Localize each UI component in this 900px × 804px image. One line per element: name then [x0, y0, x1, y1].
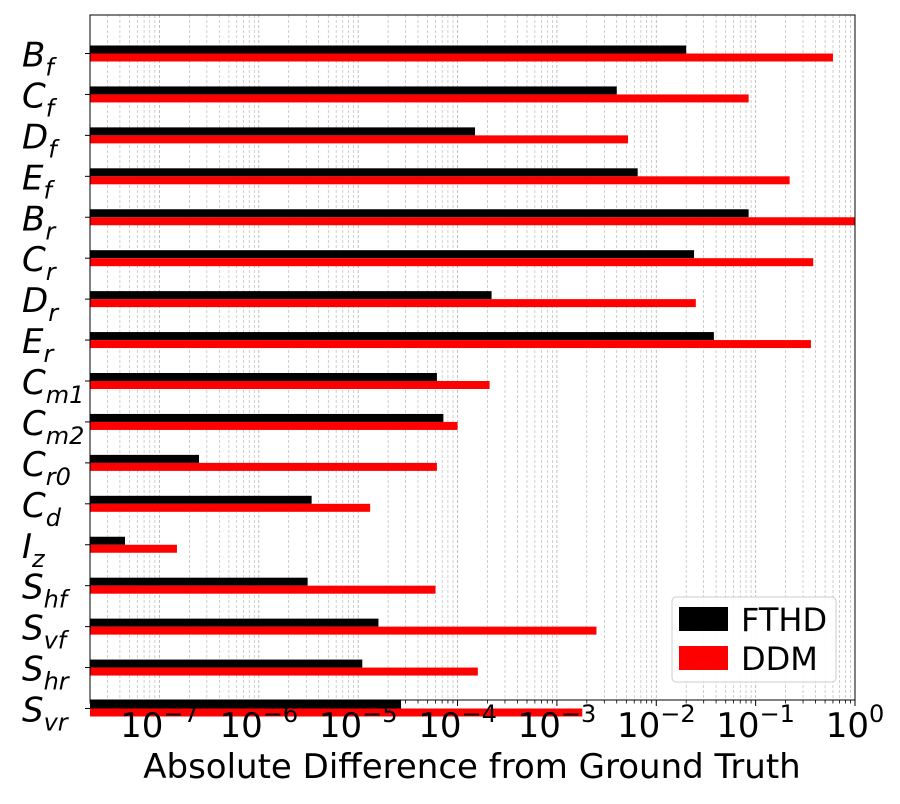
- bar-fthd-cd: [90, 495, 312, 504]
- bar-ddm-er: [90, 340, 811, 349]
- y-axis: BfCfDfEfBrCrDrErCm1Cm2Cr0CdIzShfSvfShrSv…: [22, 36, 90, 737]
- x-tick-label: 10−2: [617, 700, 696, 746]
- y-tick-label: Cm2: [22, 404, 84, 450]
- legend-label-fthd: FTHD: [741, 601, 827, 639]
- x-tick-label: 100: [826, 700, 885, 746]
- bar-fthd-cm2: [90, 413, 444, 422]
- bar-fthd-shf: [90, 577, 308, 586]
- y-tick-label: Dr: [22, 281, 60, 327]
- bar-ddm-svf: [90, 626, 597, 635]
- y-tick-label: Cd: [22, 486, 62, 532]
- x-tick-label: 10−7: [120, 700, 199, 746]
- bar-ddm-cm2: [90, 421, 458, 430]
- bar-ddm-df: [90, 135, 629, 144]
- bar-fthd-df: [90, 127, 476, 136]
- bar-ddm-cr: [90, 258, 814, 267]
- bar-ddm-bf: [90, 53, 833, 62]
- bars: [90, 45, 855, 717]
- y-tick-label: Er: [22, 322, 55, 368]
- legend-swatch-ddm: [679, 646, 728, 670]
- bar-fthd-cm1: [90, 373, 437, 381]
- x-tick-label: 10−6: [219, 700, 298, 746]
- bar-ddm-cf: [90, 94, 749, 103]
- y-tick-label: Svr: [22, 691, 70, 737]
- y-tick-label: Shr: [22, 650, 71, 696]
- bar-ddm-br: [90, 217, 855, 226]
- y-tick-label: Cr: [22, 240, 58, 286]
- legend-swatch-fthd: [679, 607, 728, 631]
- bar-fthd-ef: [90, 168, 638, 177]
- bar-ddm-cd: [90, 503, 371, 512]
- x-tick-label: 10−4: [418, 700, 497, 746]
- bar-ddm-dr: [90, 299, 696, 308]
- bar-fthd-iz: [90, 536, 125, 545]
- bar-ddm-shf: [90, 585, 436, 594]
- x-axis: 10−7 10−6 10−5 10−4 10−3 10−2 10−1 100: [89, 700, 885, 746]
- bar-fthd-cf: [90, 86, 617, 95]
- x-tick-label: 10−3: [518, 700, 597, 746]
- bar-ddm-cr0: [90, 462, 437, 471]
- y-tick-label: Df: [22, 117, 60, 163]
- bar-fthd-dr: [90, 291, 492, 300]
- bar-ddm-ef: [90, 176, 790, 185]
- bar-fthd-cr: [90, 250, 695, 259]
- bar-fthd-er: [90, 332, 714, 341]
- bar-ddm-shr: [90, 667, 478, 676]
- bar-fthd-cr0: [90, 454, 199, 463]
- legend-label-ddm: DDM: [741, 640, 818, 678]
- bar-ddm-svr: [90, 708, 583, 717]
- bar-fthd-bf: [90, 45, 687, 54]
- bar-fthd-svf: [90, 618, 379, 627]
- bar-fthd-shr: [90, 659, 363, 668]
- y-tick-label: Cm1: [22, 363, 84, 409]
- y-tick-label: Cf: [22, 76, 58, 122]
- bar-fthd-br: [90, 209, 749, 218]
- y-tick-label: Svf: [22, 609, 70, 655]
- x-axis-label: Absolute Difference from Ground Truth: [143, 747, 800, 787]
- bar-fthd-svr: [90, 700, 402, 709]
- x-tick-label: 10−5: [319, 700, 398, 746]
- bar-ddm-cm1: [90, 381, 490, 389]
- plot-frame: [89, 14, 856, 701]
- y-tick-label: Br: [22, 199, 57, 245]
- y-tick-label: Shf: [22, 568, 71, 614]
- bar-ddm-iz: [90, 544, 177, 553]
- y-tick-label: Cr0: [22, 445, 71, 491]
- x-tick-label: 10−1: [716, 700, 795, 746]
- y-tick-label: Iz: [22, 527, 46, 573]
- y-tick-label: Bf: [22, 36, 57, 82]
- y-tick-label: Ef: [22, 158, 55, 204]
